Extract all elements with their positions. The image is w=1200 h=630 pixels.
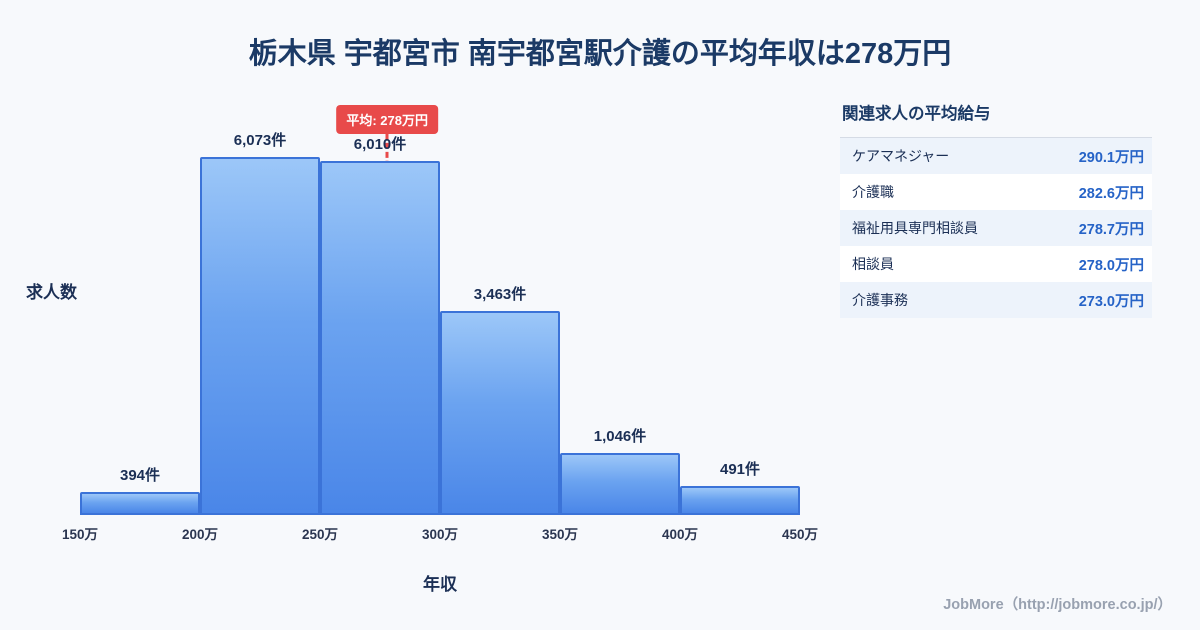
plot-area: 平均: 278万円 年収 394件 6,073件 6,010件 3,463件 1,046… (62, 105, 818, 594)
salary-row-value: 278.0万円 (1078, 257, 1144, 274)
salary-row: 介護職 282.6万円 (840, 174, 1152, 210)
average-badge: 平均: 278万円 (336, 105, 439, 134)
bar-value-label: 3,463件 (473, 286, 527, 303)
footer-credit: JobMore（http://jobmore.co.jp/） (943, 597, 1172, 613)
salary-row: 相談員 278.0万円 (840, 246, 1152, 282)
salary-row-label: 介護職 (852, 184, 894, 200)
salary-row: ケアマネジャー 290.1万円 (840, 138, 1152, 174)
salary-row-value: 282.6万円 (1078, 185, 1144, 202)
salary-row-label: 福祉用具専門相談員 (852, 220, 978, 236)
related-jobs-heading: 関連求人の平均給与 (842, 105, 991, 123)
bar-value-label: 394件 (119, 467, 161, 484)
x-tick-label: 400万 (661, 527, 699, 542)
bar-value-label: 491件 (719, 461, 761, 478)
bar-value-label: 6,010件 (353, 136, 407, 153)
histogram-bar (320, 161, 440, 515)
salary-row: 福祉用具専門相談員 278.7万円 (840, 210, 1152, 246)
related-jobs-panel: 関連求人の平均給与 ケアマネジャー 290.1万円介護職 282.6万円福祉用具専門… (840, 100, 1152, 318)
salary-row-value: 273.0万円 (1078, 293, 1144, 310)
bar-value-label: 6,073件 (233, 132, 287, 149)
x-tick-label: 350万 (541, 527, 579, 542)
salary-row-value: 290.1万円 (1078, 149, 1144, 166)
x-tick-label: 250万 (301, 527, 339, 542)
x-axis-label: 年収 (423, 575, 457, 594)
histogram-bar (80, 492, 200, 515)
salary-row-label: 相談員 (852, 256, 894, 272)
panel-divider (840, 137, 1152, 138)
x-tick-label: 300万 (421, 527, 459, 542)
salary-list: ケアマネジャー 290.1万円介護職 282.6万円福祉用具専門相談員 278.7万円… (840, 138, 1152, 318)
x-tick-label: 450万 (781, 527, 819, 542)
histogram-bar (200, 157, 320, 515)
y-axis-label: 求人数 (26, 283, 77, 302)
salary-row-label: 介護事務 (852, 292, 908, 308)
histogram-bar (440, 311, 560, 515)
x-tick-label: 150万 (61, 527, 99, 542)
page-title: 栃木県 宇都宮市 南宇都宮駅介護の平均年収は278万円 (248, 38, 952, 70)
salary-row: 介護事務 273.0万円 (840, 282, 1152, 318)
salary-row-label: ケアマネジャー (852, 148, 950, 164)
histogram-bar (560, 453, 680, 515)
x-tick-label: 200万 (181, 527, 219, 542)
histogram-bar (680, 486, 800, 515)
salary-row-value: 278.7万円 (1078, 221, 1144, 238)
bar-value-label: 1,046件 (593, 428, 647, 445)
